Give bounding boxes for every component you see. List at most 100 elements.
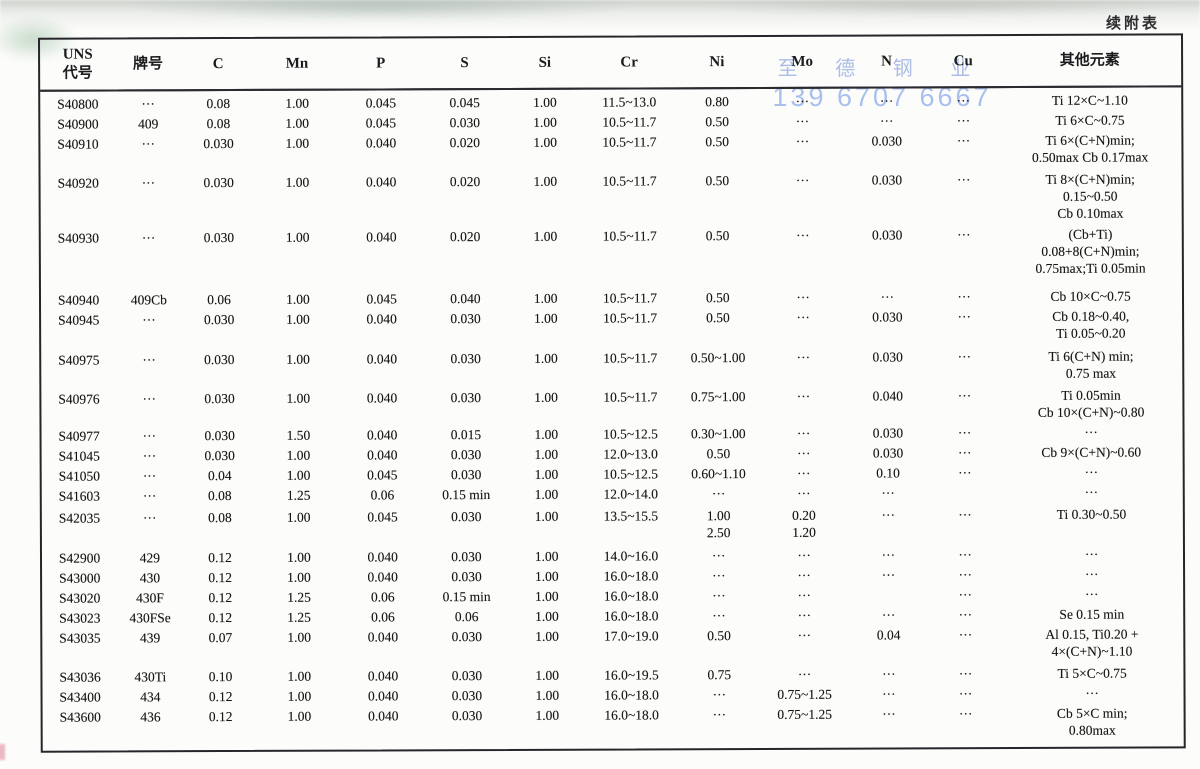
cell-mo: ··· xyxy=(795,172,810,188)
cell-s: 0.06 xyxy=(454,609,479,625)
cell-mo: ··· xyxy=(796,465,811,481)
cell-c: 0.030 xyxy=(204,351,235,367)
cell-cu: ··· xyxy=(957,348,972,364)
cell-mo: ··· xyxy=(795,93,810,109)
cell-mo: ··· xyxy=(795,113,810,129)
cell-s: 0.030 xyxy=(450,447,482,463)
cell-grade: ··· xyxy=(142,351,156,367)
cell-ni: 0.60~1.10 xyxy=(691,466,746,482)
cell-other: Ti 0.05min Cb 10×(C+N)~0.80 xyxy=(1037,387,1145,420)
cell-s: 0.15 min xyxy=(442,589,491,605)
cell-uns: S40945 xyxy=(58,312,100,328)
cell-mo: ··· xyxy=(797,547,811,563)
cell-c: 0.030 xyxy=(204,448,235,464)
cell-other: ··· xyxy=(1084,464,1099,480)
cell-cr: 10.5~11.7 xyxy=(603,349,658,366)
cell-mo: ··· xyxy=(796,309,810,325)
cell-uns: S43020 xyxy=(59,590,101,606)
cell-cu: ··· xyxy=(958,685,973,701)
cell-p: 0.040 xyxy=(366,427,398,443)
cell-mn: 1.00 xyxy=(286,447,311,463)
cell-uns: S42900 xyxy=(58,550,101,566)
composition-table-frame: UNS 代号 牌号 C Mn P S Si Cr Ni Mo N Cu 其他元素 S40800 ··· 0.0… xyxy=(38,33,1186,753)
cell-cu: ··· xyxy=(956,113,971,129)
cell-mn: 1.00 xyxy=(286,291,310,307)
cell-n: 0.10 xyxy=(876,465,900,481)
cell-mo: 0.20 1.20 xyxy=(792,507,816,540)
cell-ni: 0.50 xyxy=(706,446,731,462)
cell-cu: ··· xyxy=(957,288,971,304)
cell-s: 0.15 min xyxy=(442,487,491,503)
cell-grade: 430 xyxy=(139,570,161,586)
cell-c: 0.030 xyxy=(203,230,235,246)
cell-ni: 0.50 xyxy=(705,289,730,305)
cell-c: 0.04 xyxy=(207,468,232,484)
col-header-other: 其他元素 xyxy=(998,35,1182,88)
cell-n: ··· xyxy=(881,485,895,501)
cell-c: 0.030 xyxy=(204,391,235,407)
cell-s: 0.030 xyxy=(451,667,483,683)
cell-p: 0.040 xyxy=(366,390,398,406)
cell-s: 0.040 xyxy=(450,290,481,306)
cell-mn: 1.00 xyxy=(287,708,312,724)
cell-ni: ··· xyxy=(712,548,726,564)
cell-grade: ··· xyxy=(141,174,156,190)
cell-mn: 1.00 xyxy=(287,629,312,645)
scan-artifact-mark xyxy=(0,744,5,760)
cell-c: 0.030 xyxy=(203,312,235,328)
col-header-c: C xyxy=(180,38,256,91)
cell-other: Ti 0.30~0.50 xyxy=(1056,506,1127,522)
cell-p: 0.045 xyxy=(367,508,398,524)
cell-n: 0.04 xyxy=(876,627,901,643)
cell-uns: S40900 xyxy=(57,116,99,132)
cell-c: 0.06 xyxy=(207,291,231,307)
table-row: S42035 ··· 0.08 1.00 0.045 0.030 1.00 13.5~15.5… xyxy=(42,502,1183,545)
cell-s: 0.030 xyxy=(450,311,481,327)
cell-mo: ··· xyxy=(796,289,810,305)
cell-si: 1.00 xyxy=(533,310,558,326)
cell-c: 0.12 xyxy=(208,610,233,626)
cell-grade: 430Ti xyxy=(134,668,167,684)
cell-other: ··· xyxy=(1084,484,1099,500)
cell-n: 0.030 xyxy=(871,171,903,188)
cell-si: 1.00 xyxy=(535,608,559,624)
cell-grade: 430F xyxy=(136,590,164,606)
cell-grade: ··· xyxy=(142,509,157,525)
col-header-si: Si xyxy=(505,37,585,89)
cell-mn: 1.50 xyxy=(286,427,311,443)
cell-mn: 1.00 xyxy=(287,549,311,565)
cell-p: 0.040 xyxy=(367,549,398,565)
cell-uns: S40920 xyxy=(57,175,99,191)
cell-other: ··· xyxy=(1085,685,1099,701)
cell-s: 0.030 xyxy=(450,390,482,406)
cell-other: ··· xyxy=(1084,586,1099,602)
cell-n: 0.030 xyxy=(871,227,903,243)
cell-mo: ··· xyxy=(797,666,812,682)
cell-ni: 0.50 xyxy=(707,628,731,644)
cell-n: ··· xyxy=(881,506,896,523)
cell-cu xyxy=(930,483,1000,503)
cell-cr: 12.0~14.0 xyxy=(603,486,659,502)
cell-uns: S40930 xyxy=(57,230,100,246)
cell-mn: 1.00 xyxy=(287,688,312,704)
cell-p: 0.045 xyxy=(365,115,397,131)
composition-table: UNS 代号 牌号 C Mn P S Si Cr Ni Mo N Cu 其他元素 S40800 ··· 0.0… xyxy=(40,35,1184,750)
cell-mn: 1.00 xyxy=(285,95,309,111)
cell-c: 0.08 xyxy=(206,116,231,132)
cell-p: 0.040 xyxy=(367,687,399,703)
table-row: S40930 ··· 0.030 1.00 0.040 0.020 1.00 10.5~11.… xyxy=(41,222,1182,289)
cell-p: 0.06 xyxy=(371,609,395,625)
cell-uns: S43600 xyxy=(59,709,101,725)
cell-si: 1.00 xyxy=(533,290,558,306)
cell-n: ··· xyxy=(879,93,894,109)
cell-mo: 0.75~1.25 xyxy=(777,706,833,722)
cell-cu: ··· xyxy=(956,93,971,109)
cell-ni: 0.50 xyxy=(705,228,730,244)
cell-ni: ··· xyxy=(712,686,727,702)
cell-n: ··· xyxy=(881,547,896,563)
cell-s: 0.030 xyxy=(451,687,483,703)
cell-p: 0.06 xyxy=(370,487,395,503)
cell-s: 0.020 xyxy=(449,229,481,245)
cell-cu: ··· xyxy=(957,445,972,461)
cell-grade: ··· xyxy=(142,488,157,504)
